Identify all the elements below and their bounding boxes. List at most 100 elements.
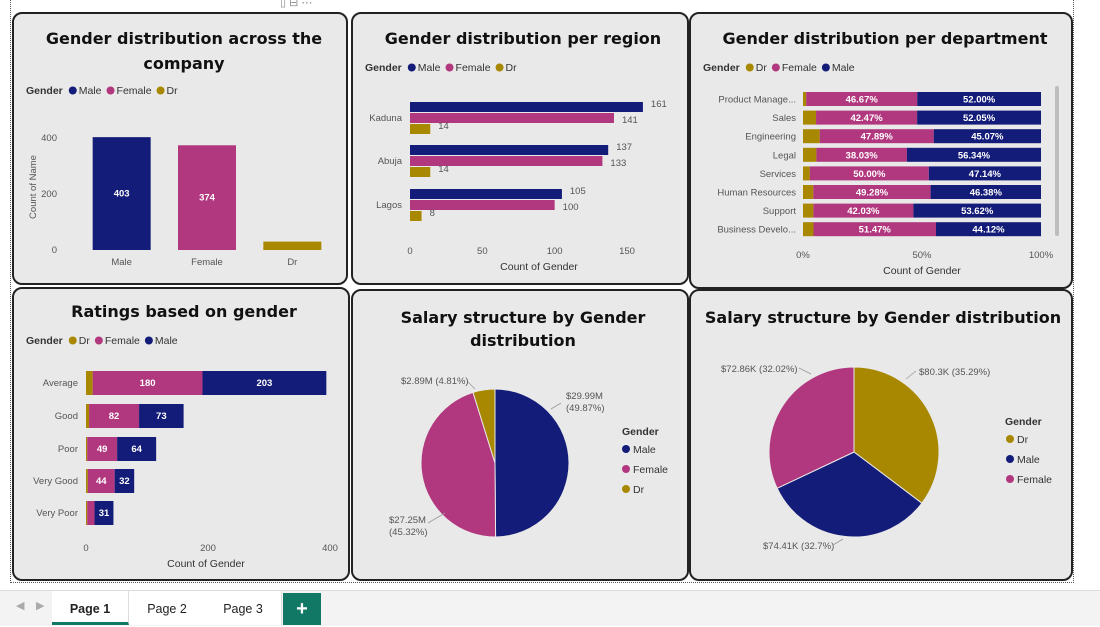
bar-male xyxy=(94,501,114,525)
data-label: 14 xyxy=(438,121,449,132)
legend-entry: Female xyxy=(105,335,140,347)
legend-marker xyxy=(495,63,504,72)
data-label: 51.47% xyxy=(859,225,892,236)
pie-data-label: (49.87%) xyxy=(566,403,605,414)
bar-dr xyxy=(86,437,88,461)
data-label: 82 xyxy=(109,411,120,422)
data-label: 45.07% xyxy=(971,132,1004,143)
department-gender-chart[interactable]: Gender distribution per department Gender… xyxy=(689,12,1073,289)
bar-male xyxy=(114,469,135,493)
pie-data-label: $74.41K (32.7%) xyxy=(763,541,834,552)
tab-next-icon[interactable]: ▶ xyxy=(36,600,45,612)
legend-entry: Female xyxy=(456,62,491,74)
pie-data-label: (45.32%) xyxy=(389,527,428,538)
y-tick-label: Business Develo... xyxy=(717,225,796,236)
bar-female xyxy=(813,185,931,199)
legend-marker xyxy=(156,86,165,95)
tab-page-2[interactable]: Page 2 xyxy=(129,591,206,625)
data-label: 32 xyxy=(119,476,130,487)
data-label: 49 xyxy=(97,444,108,455)
x-tick-label: 150 xyxy=(619,246,635,257)
data-label: 52.05% xyxy=(963,113,996,124)
x-tick-label: 0 xyxy=(83,543,88,554)
ratings-gender-chart[interactable]: Ratings based on gender Gender Dr Female Mal… xyxy=(12,287,350,581)
data-label: 8 xyxy=(430,208,435,219)
scrollbar-thumb[interactable] xyxy=(1055,86,1059,236)
legend-entry: Male xyxy=(79,85,102,97)
bar-female xyxy=(410,113,614,123)
bar-female xyxy=(178,145,236,250)
bar-female xyxy=(813,222,936,237)
tab-prev-icon[interactable]: ◀ xyxy=(16,600,25,612)
bar-male xyxy=(410,145,609,155)
chart-title: Gender distribution per department xyxy=(723,29,1048,48)
legend-title: Gender xyxy=(1005,416,1042,428)
y-tick-label: Support xyxy=(763,206,797,217)
y-tick-label: Sales xyxy=(772,113,796,124)
bar-dr xyxy=(803,185,814,199)
legend-marker xyxy=(68,336,77,345)
data-label: 56.34% xyxy=(958,150,991,161)
company-gender-chart[interactable]: Gender distribution across the company Gen… xyxy=(12,12,348,285)
bar-dr xyxy=(86,404,90,428)
salary-pie-chart-1[interactable]: Salary structure by Gender distribution $2… xyxy=(351,289,689,581)
legend-entry: Dr xyxy=(167,85,179,97)
data-label: 46.38% xyxy=(970,188,1003,199)
pie-slice-dr xyxy=(853,366,940,504)
y-tick-label: Poor xyxy=(58,444,78,455)
region-gender-chart[interactable]: Gender distribution per region Gender Male… xyxy=(351,12,689,285)
add-page-button[interactable]: + xyxy=(283,593,321,625)
chart-title: Gender distribution across the xyxy=(46,29,322,48)
legend-marker xyxy=(68,86,77,95)
leader-line xyxy=(905,370,917,380)
bar-female xyxy=(410,156,603,166)
legend-title: Gender xyxy=(26,85,63,97)
tab-page-3[interactable]: Page 3 xyxy=(205,591,282,625)
y-tick-label: Services xyxy=(760,169,797,180)
bar-dr xyxy=(410,211,422,221)
data-label: 100 xyxy=(563,202,579,213)
legend-entry: Female xyxy=(117,85,152,97)
data-label: 44.12% xyxy=(972,225,1005,236)
data-label: 141 xyxy=(622,115,638,126)
pie-data-label: $27.25M xyxy=(389,515,426,526)
y-tick-label: Human Resources xyxy=(717,188,796,199)
data-label: 64 xyxy=(131,444,142,455)
pie-data-label: $29.99M xyxy=(566,391,603,402)
chart-title: company xyxy=(143,54,225,73)
y-tick-label: 0 xyxy=(52,245,57,256)
legend-entry: Male xyxy=(1017,454,1040,466)
visual-header-icons[interactable]: ▯ ⊟ ⋯ xyxy=(280,0,313,9)
legend-title: Gender xyxy=(703,62,740,74)
tab-page-1[interactable]: Page 1 xyxy=(52,591,129,625)
y-tick-label: Engineering xyxy=(745,132,796,143)
x-tick-label: Male xyxy=(111,257,132,268)
bar-male xyxy=(913,203,1041,218)
legend-title: Gender xyxy=(622,426,659,438)
legend-marker xyxy=(821,63,830,72)
bar-dr xyxy=(803,222,814,237)
legend-entry: Female xyxy=(782,62,817,74)
salary-pie-chart-2[interactable]: Salary structure by Gender distribution $… xyxy=(689,289,1073,581)
bar-dr xyxy=(803,166,810,181)
pie-slice-female xyxy=(768,366,855,489)
chart-title: Gender distribution per region xyxy=(385,29,661,48)
bar-female xyxy=(89,404,140,428)
y-tick-label: Kaduna xyxy=(369,113,402,124)
bar-dr xyxy=(803,92,807,106)
data-label: 374 xyxy=(199,193,216,204)
data-label: 49.28% xyxy=(856,188,889,199)
bar-male xyxy=(930,185,1041,199)
legend-entry: Dr xyxy=(756,62,768,74)
pie-slice-male xyxy=(776,451,923,538)
bar-female xyxy=(809,166,929,181)
legend-marker xyxy=(144,336,153,345)
x-tick-label: Female xyxy=(191,257,223,268)
bar-female xyxy=(816,147,907,162)
y-tick-label: Abuja xyxy=(378,156,403,167)
leader-line xyxy=(798,367,812,375)
bar-female xyxy=(816,110,918,125)
data-label: 38.03% xyxy=(846,150,879,161)
bar-dr xyxy=(410,124,431,134)
leader-line xyxy=(467,381,476,390)
